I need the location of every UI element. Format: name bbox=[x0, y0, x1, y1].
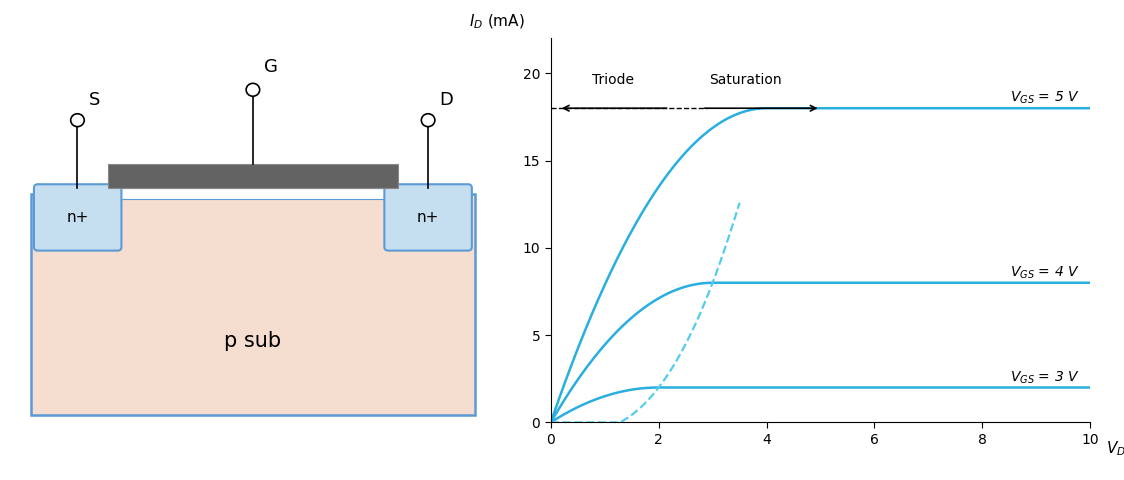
FancyBboxPatch shape bbox=[30, 194, 475, 415]
FancyBboxPatch shape bbox=[34, 184, 121, 251]
FancyBboxPatch shape bbox=[384, 184, 472, 251]
Text: $V_{GS}$ = 3 $V$: $V_{GS}$ = 3 $V$ bbox=[1010, 369, 1079, 386]
Text: Saturation: Saturation bbox=[708, 73, 781, 87]
Y-axis label: $I_D$ (mA): $I_D$ (mA) bbox=[469, 12, 525, 31]
Text: $V_{DS}$ (V): $V_{DS}$ (V) bbox=[1106, 439, 1124, 458]
Text: p sub: p sub bbox=[225, 331, 281, 351]
Text: $V_{GS}$ = 4 $V$: $V_{GS}$ = 4 $V$ bbox=[1010, 264, 1079, 281]
FancyBboxPatch shape bbox=[103, 188, 402, 199]
Text: $V_{GS}$ = 5 $V$: $V_{GS}$ = 5 $V$ bbox=[1010, 90, 1079, 107]
Text: Triode: Triode bbox=[592, 73, 634, 87]
Text: D: D bbox=[439, 91, 453, 108]
FancyBboxPatch shape bbox=[108, 165, 398, 188]
Text: S: S bbox=[89, 91, 100, 108]
Text: n+: n+ bbox=[417, 210, 439, 225]
Text: G: G bbox=[264, 59, 279, 76]
Text: n+: n+ bbox=[66, 210, 89, 225]
